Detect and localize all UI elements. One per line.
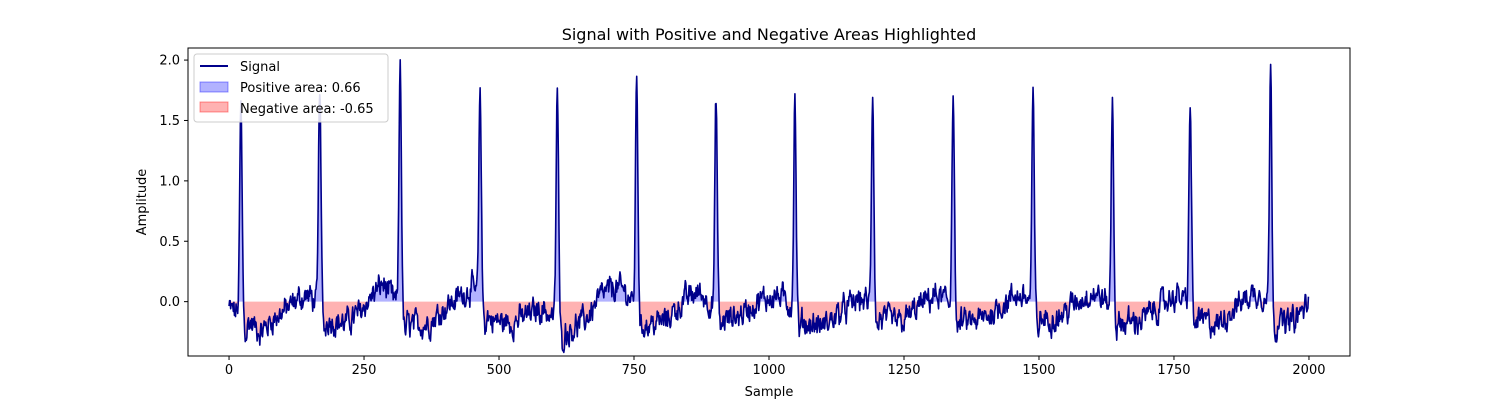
legend-negative-label: Negative area: -0.65 [240,102,374,117]
chart-title: Signal with Positive and Negative Areas … [562,25,977,44]
y-axis-label: Amplitude [135,169,150,236]
legend: Signal Positive area: 0.66 Negative area… [193,53,389,123]
legend-box [193,53,389,123]
y-tick-label: 0.0 [159,295,180,310]
y-tick-label: 1.0 [159,174,180,189]
y-tick-label: 0.5 [159,235,180,250]
x-axis: 0 250 500 750 1000 1250 1500 1750 2000 [225,356,1326,378]
y-tick-label: 1.5 [159,114,180,129]
x-tick-label: 250 [352,363,377,378]
y-axis: 0.0 0.5 1.0 1.5 2.0 [159,54,188,310]
x-tick-label: 1750 [1157,363,1190,378]
x-tick-label: 750 [622,363,647,378]
y-tick-label: 2.0 [159,54,180,69]
x-tick-label: 0 [225,363,233,378]
x-tick-label: 1250 [887,363,920,378]
legend-negative-swatch [199,101,229,113]
x-axis-label: Sample [745,385,794,400]
legend-positive-label: Positive area: 0.66 [240,81,361,96]
signal-line [228,59,1310,354]
x-tick-label: 1500 [1022,363,1055,378]
x-tick-label: 500 [487,363,512,378]
negative-area-fill [229,301,1309,353]
x-tick-label: 2000 [1292,363,1325,378]
legend-positive-swatch [199,81,229,93]
x-tick-label: 1000 [752,363,785,378]
legend-signal-label: Signal [240,60,280,75]
